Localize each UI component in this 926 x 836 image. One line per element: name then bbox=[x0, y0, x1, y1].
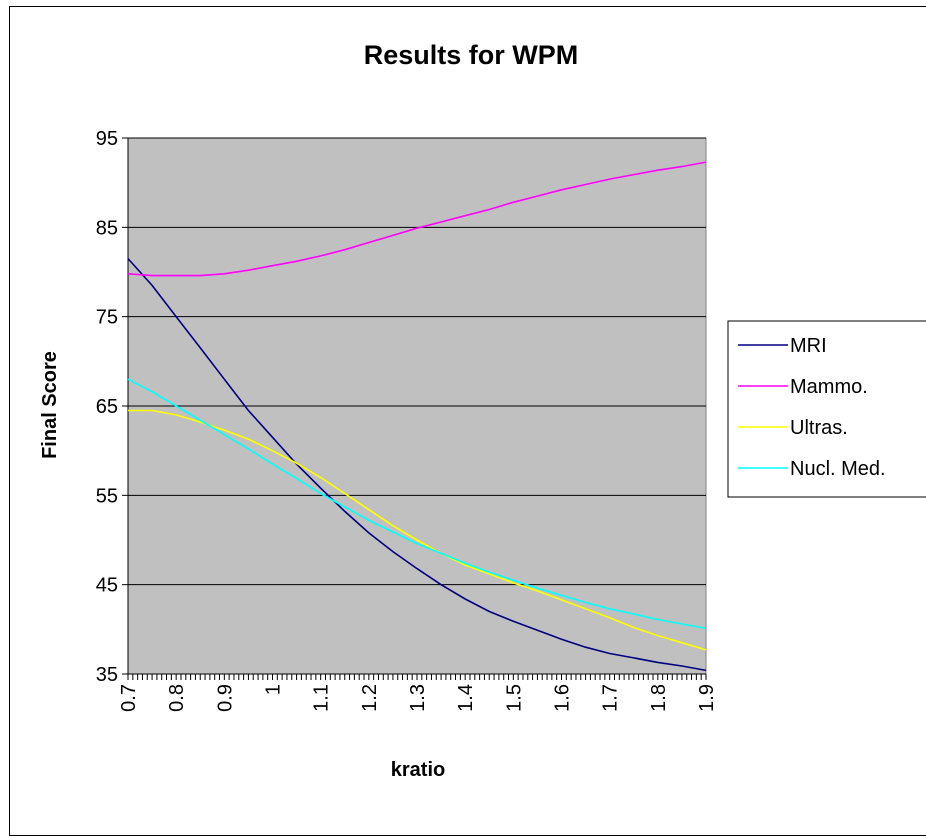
y-tick-label: 75 bbox=[96, 307, 118, 329]
y-axis-label: Final Score bbox=[39, 351, 61, 459]
x-tick-label: 0.7 bbox=[118, 684, 140, 712]
y-tick-label: 95 bbox=[96, 128, 118, 150]
y-tick-label: 65 bbox=[96, 396, 118, 418]
x-tick-label: 0.8 bbox=[166, 684, 188, 712]
x-tick-label: 0.9 bbox=[214, 684, 236, 712]
series-line-mri bbox=[127, 258, 707, 672]
x-tick-label: 1.1 bbox=[311, 684, 333, 712]
series-line-nucl-med bbox=[127, 378, 707, 630]
y-tick-label: 45 bbox=[96, 575, 118, 597]
x-tick-label: 1.3 bbox=[407, 684, 429, 712]
series-line-ultras bbox=[128, 409, 707, 651]
chart-title: Results for WPM bbox=[364, 40, 579, 70]
x-tick-label: 1.4 bbox=[455, 684, 477, 712]
x-tick-label: 1.9 bbox=[696, 684, 718, 712]
x-tick-label: 1.2 bbox=[359, 684, 381, 712]
legend-label: MRI bbox=[790, 335, 827, 357]
legend-label: Nucl. Med. bbox=[790, 458, 886, 480]
x-tick-label: 1.5 bbox=[503, 684, 525, 712]
y-tick-label: 55 bbox=[96, 485, 118, 507]
legend-label: Ultras. bbox=[790, 417, 848, 439]
y-tick-label: 85 bbox=[96, 217, 118, 239]
x-tick-label: 1.8 bbox=[648, 684, 670, 712]
line-chart: Results for WPM 35 45 55 65 75 85 95 0.7 0.8 0.9 1… bbox=[39, 40, 926, 781]
x-tick-label: 1.7 bbox=[600, 684, 622, 712]
plot-area: 35 45 55 65 75 85 95 0.7 0.8 0.9 1 1.1 1.2 1.3 1.4 1.5 1… bbox=[96, 128, 718, 712]
x-tick-label: 1.6 bbox=[552, 684, 574, 712]
y-tick-label: 35 bbox=[96, 664, 118, 686]
x-axis-label: kratio bbox=[391, 759, 445, 781]
legend: MRI Mammo. Ultras. Nucl. Med. bbox=[727, 320, 926, 498]
series-line-mammo bbox=[127, 161, 707, 277]
x-tick-label: 1 bbox=[263, 684, 285, 695]
legend-label: Mammo. bbox=[790, 376, 868, 398]
